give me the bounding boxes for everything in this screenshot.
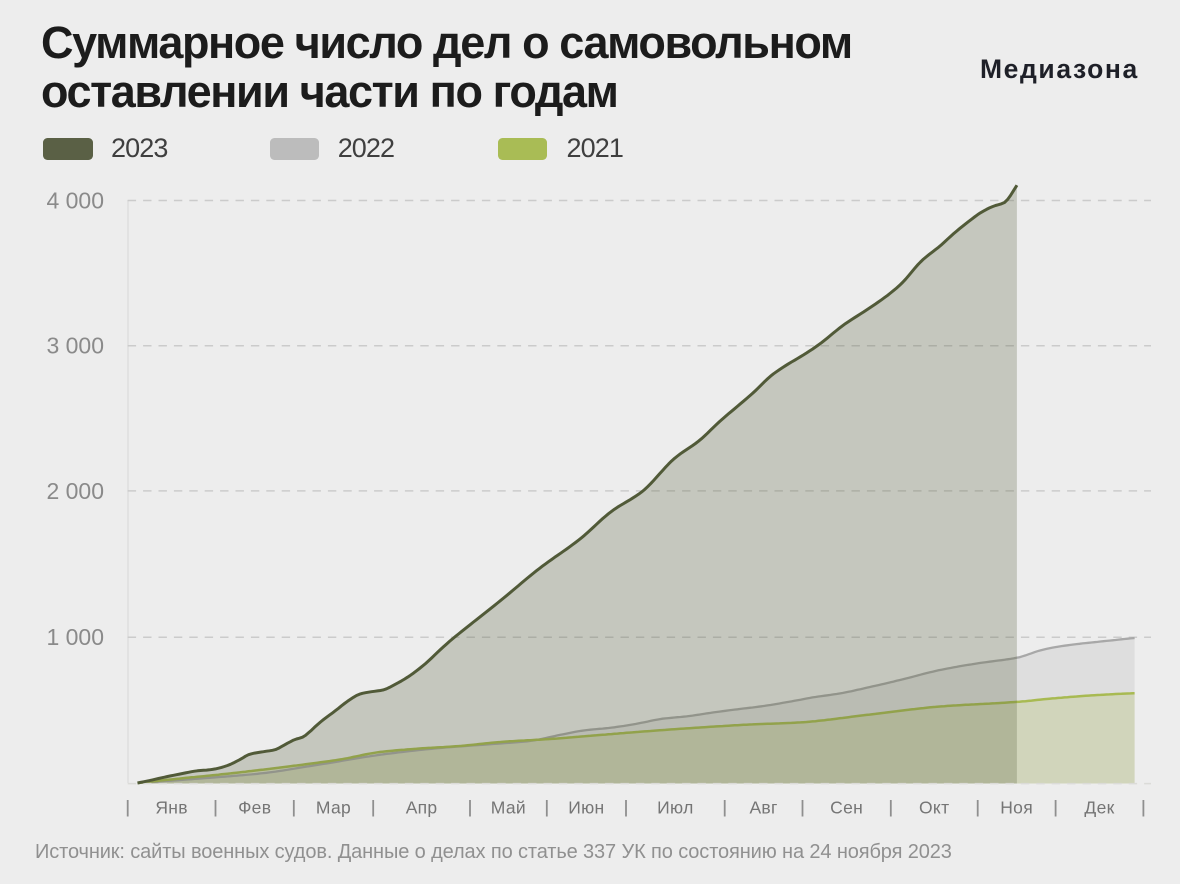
svg-text:Мар: Мар [316,798,351,818]
svg-text:1 000: 1 000 [46,624,104,650]
svg-text:Авг: Авг [749,798,777,818]
svg-text:Июл: Июл [657,798,693,818]
svg-text:2 000: 2 000 [46,478,104,504]
svg-text:Сен: Сен [830,798,863,818]
svg-text:Май: Май [491,798,526,818]
svg-text:Фев: Фев [238,798,271,818]
svg-text:4 000: 4 000 [46,188,104,214]
svg-text:Дек: Дек [1084,798,1114,818]
svg-text:Окт: Окт [919,798,949,818]
svg-text:Ноя: Ноя [1000,798,1033,818]
svg-text:Янв: Янв [155,798,188,818]
svg-text:Июн: Июн [568,798,604,818]
svg-text:3 000: 3 000 [46,333,104,359]
svg-text:Апр: Апр [406,798,438,818]
